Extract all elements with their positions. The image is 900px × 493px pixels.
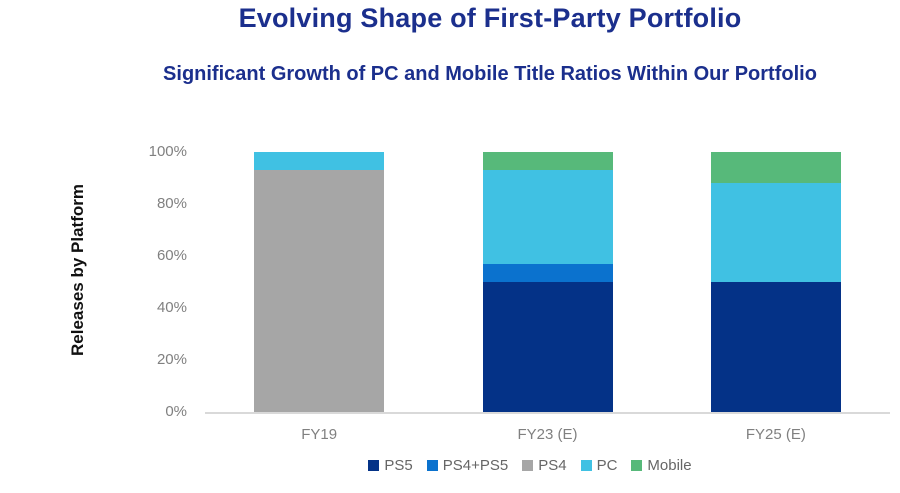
- bar-segment-fy25-e-mobile: [710, 152, 841, 184]
- legend-label-ps4-ps5: PS4+PS5: [442, 457, 509, 474]
- legend-label-ps5: PS5: [384, 457, 413, 474]
- bar-segment-fy19-ps4: [254, 170, 385, 412]
- bar-fy19: [254, 152, 385, 412]
- bar-segment-fy25-e-pc: [710, 183, 841, 282]
- x-axis-label-fy25-e: FY25 (E): [745, 426, 806, 443]
- y-tick-label-20: 20%: [156, 351, 187, 368]
- y-tick-label-40: 40%: [156, 299, 187, 316]
- chart-subtitle: Significant Growth of PC and Mobile Titl…: [163, 63, 817, 85]
- legend: PS5 PS4+PS5 PS4 PC Mobile: [160, 457, 900, 474]
- y-tick-label-0: 0%: [165, 403, 187, 420]
- plot-area: 100% 80% 60% 40% 20% 0% FY19 FY23 (E) FY25 (E): [149, 143, 890, 443]
- legend-label-pc: PC: [596, 457, 618, 474]
- legend-label-ps4: PS4: [538, 457, 567, 474]
- bar-segment-fy19-pc: [254, 152, 385, 171]
- y-tick-label-80: 80%: [156, 195, 187, 212]
- bar-segment-fy25-e-ps5: [710, 282, 841, 412]
- bar-fy25-e: [710, 152, 841, 412]
- y-tick-label-100: 100%: [148, 143, 187, 160]
- legend-swatch-pc: [580, 460, 592, 471]
- bar-segment-fy23-e-ps4-ps5: [482, 263, 613, 282]
- bar-segment-fy23-e-mobile: [482, 152, 613, 171]
- legend-swatch-ps4: [522, 460, 534, 471]
- legend-swatch-mobile: [631, 460, 643, 471]
- y-axis-title: Releases by Platform: [68, 184, 87, 356]
- bar-segment-fy23-e-pc: [482, 170, 613, 264]
- bar-segment-fy23-e-ps5: [482, 282, 613, 412]
- legend-item-ps5: PS5: [368, 457, 413, 474]
- bar-fy23-e: [482, 152, 613, 412]
- legend-label-mobile: Mobile: [647, 457, 692, 474]
- legend-item-ps4: PS4: [522, 457, 567, 474]
- legend-item-ps4-ps5: PS4+PS5: [426, 457, 509, 474]
- x-axis-label-fy19: FY19: [301, 426, 338, 443]
- legend-item-pc: PC: [580, 457, 618, 474]
- legend-swatch-ps4-ps5: [426, 460, 438, 471]
- legend-item-mobile: Mobile: [631, 457, 692, 474]
- legend-swatch-ps5: [368, 460, 380, 471]
- page-title: Evolving Shape of First-Party Portfolio: [238, 3, 742, 33]
- x-axis-label-fy23-e: FY23 (E): [517, 426, 578, 443]
- y-tick-label-60: 60%: [156, 247, 187, 264]
